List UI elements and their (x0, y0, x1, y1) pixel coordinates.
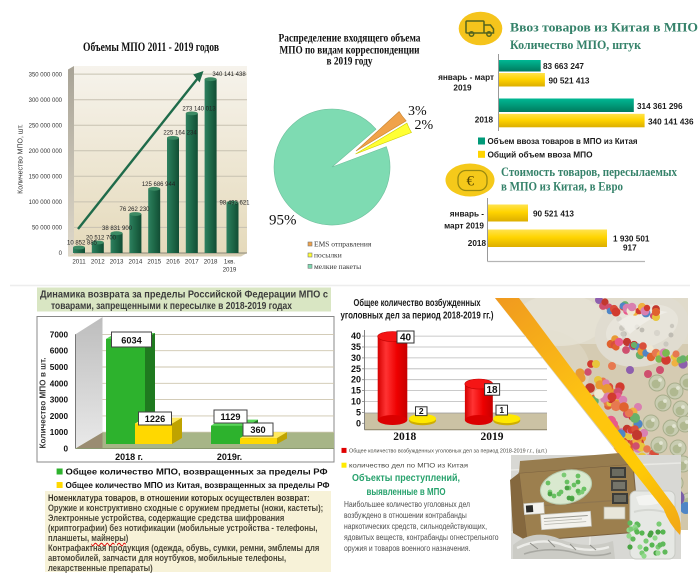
svg-text:в 2019 году: в 2019 году (327, 54, 373, 68)
svg-text:Количество МПО, шт.: Количество МПО, шт. (18, 124, 25, 194)
svg-text:225 164 234: 225 164 234 (163, 131, 197, 137)
svg-text:10 852 885: 10 852 885 (67, 241, 98, 247)
svg-text:10: 10 (351, 397, 361, 407)
svg-text:25: 25 (351, 364, 361, 374)
svg-text:март 2019: март 2019 (444, 222, 484, 231)
svg-text:50 000 000: 50 000 000 (32, 226, 63, 232)
svg-text:Общее количество возбужденны: Общее количество возбужденных уголовных … (349, 449, 547, 455)
svg-text:количество дел по МПО из Кита: количество дел по МПО из Китая (349, 462, 469, 469)
svg-text:15: 15 (351, 386, 361, 396)
svg-text:3000: 3000 (50, 396, 69, 405)
svg-text:2018: 2018 (468, 239, 487, 248)
svg-text:2015: 2015 (147, 259, 161, 266)
svg-text:35: 35 (351, 342, 361, 352)
svg-text:посылки: посылки (314, 251, 342, 260)
svg-text:1000: 1000 (50, 428, 69, 437)
svg-text:18: 18 (486, 385, 498, 396)
svg-text:январь -: январь - (450, 210, 485, 219)
svg-text:Общий объем ввоза МПО: Общий объем ввоза МПО (488, 149, 594, 159)
svg-text:0: 0 (356, 418, 361, 428)
svg-text:150 000 000: 150 000 000 (29, 175, 63, 181)
svg-text:мелкие пакеты: мелкие пакеты (314, 262, 361, 271)
svg-text:2018: 2018 (475, 116, 494, 125)
svg-text:Общее количество МПО, возвра: Общее количество МПО, возвращенных за пр… (66, 467, 329, 477)
svg-text:выявленные в МПО: выявленные в МПО (367, 486, 446, 498)
svg-text:2013: 2013 (110, 259, 124, 266)
svg-text:2014: 2014 (129, 259, 143, 266)
svg-text:40: 40 (351, 331, 361, 341)
svg-text:1: 1 (499, 405, 504, 415)
svg-text:98 493 621: 98 493 621 (219, 201, 250, 207)
svg-text:2019: 2019 (223, 267, 237, 274)
svg-text:340 141 438: 340 141 438 (212, 72, 246, 78)
svg-text:0: 0 (59, 251, 63, 257)
svg-text:125 686 944: 125 686 944 (142, 182, 176, 188)
svg-text:6034: 6034 (121, 336, 142, 346)
svg-text:5000: 5000 (50, 363, 69, 372)
svg-text:€: € (467, 174, 475, 190)
svg-text:6000: 6000 (50, 347, 69, 356)
svg-text:Общее количество возбужденных: Общее количество возбужденных (354, 298, 481, 309)
svg-text:340 141 436: 340 141 436 (648, 118, 694, 127)
svg-text:100 000 000: 100 000 000 (29, 200, 63, 206)
svg-text:2018: 2018 (204, 259, 218, 266)
svg-text:Общее количество МПО из Кита: Общее количество МПО из Китая, возвращен… (66, 480, 331, 490)
svg-text:2019: 2019 (481, 431, 504, 443)
svg-text:EMS отправления: EMS отправления (314, 240, 372, 249)
svg-text:76 262 230: 76 262 230 (119, 207, 150, 213)
svg-text:2012: 2012 (91, 259, 105, 266)
svg-text:90 521 413: 90 521 413 (549, 77, 590, 86)
svg-text:350 000 000: 350 000 000 (29, 72, 63, 78)
svg-text:Динамика возврата за пределы Р: Динамика возврата за пределы Российской … (40, 290, 328, 301)
svg-text:314 361 296: 314 361 296 (637, 102, 683, 111)
svg-text:7000: 7000 (50, 330, 69, 339)
svg-text:30: 30 (351, 353, 361, 363)
svg-text:уголовных дел за период 2018-2: уголовных дел за период 2018-2019 гг.) (341, 311, 494, 322)
svg-text:200 000 000: 200 000 000 (29, 149, 63, 155)
svg-text:Объем ввоза товаров в МПО из: Объем ввоза товаров в МПО из Китая (488, 136, 638, 146)
svg-text:300 000 000: 300 000 000 (29, 98, 63, 104)
svg-text:2017: 2017 (185, 259, 199, 266)
svg-text:Объемы МПО 2011 - 2019 годов: Объемы МПО 2011 - 2019 годов (83, 40, 219, 54)
svg-text:2000: 2000 (50, 412, 69, 421)
svg-text:917: 917 (623, 244, 637, 253)
svg-text:273 140 013: 273 140 013 (182, 107, 216, 113)
svg-text:1129: 1129 (221, 412, 241, 422)
svg-text:2019г.: 2019г. (217, 452, 242, 462)
svg-text:в МПО из Китая, в Евро: в МПО из Китая, в Евро (501, 180, 623, 194)
svg-text:2019: 2019 (453, 84, 472, 93)
svg-text:83 663 247: 83 663 247 (543, 62, 584, 71)
svg-text:95%: 95% (269, 213, 297, 229)
svg-text:Ввоз товаров из Китая в МПО: Ввоз товаров из Китая в МПО (510, 21, 698, 35)
svg-text:38 831 900: 38 831 900 (102, 226, 133, 232)
svg-text:МПО по видам корреспонденции: МПО по видам корреспонденции (280, 43, 420, 57)
svg-text:товарами, запрещенными к перес: товарами, запрещенными к пересылке в 201… (51, 301, 292, 312)
svg-text:1226: 1226 (145, 414, 165, 424)
svg-text:2011: 2011 (72, 259, 86, 266)
svg-text:2018 г.: 2018 г. (115, 452, 143, 462)
svg-text:360: 360 (250, 425, 265, 435)
svg-text:250 000 000: 250 000 000 (29, 123, 63, 129)
svg-text:4000: 4000 (50, 379, 69, 388)
svg-text:5: 5 (356, 407, 361, 417)
svg-text:20: 20 (351, 375, 361, 385)
svg-text:0: 0 (63, 445, 68, 454)
svg-text:2018: 2018 (393, 431, 416, 443)
svg-text:20 512 700: 20 512 700 (86, 236, 117, 242)
svg-text:Количество МПО в шт.: Количество МПО в шт. (39, 357, 48, 448)
svg-text:Количество МПО, штук: Количество МПО, штук (510, 38, 642, 52)
svg-text:январь - март: январь - март (438, 73, 494, 82)
svg-text:3%: 3% (408, 104, 427, 119)
svg-text:1кв.: 1кв. (224, 259, 235, 266)
svg-text:2: 2 (419, 406, 424, 416)
svg-text:Стоимость товаров, пересылаемы: Стоимость товаров, пересылаемых (501, 165, 678, 179)
svg-text:2%: 2% (415, 118, 434, 133)
svg-text:2016: 2016 (166, 259, 180, 266)
svg-text:Распределение входящего объема: Распределение входящего объема (279, 31, 421, 45)
svg-text:1 930 501: 1 930 501 (613, 235, 650, 244)
svg-text:Объекты преступлений,: Объекты преступлений, (352, 472, 460, 484)
svg-text:40: 40 (400, 333, 412, 344)
svg-text:90 521 413: 90 521 413 (533, 210, 574, 219)
